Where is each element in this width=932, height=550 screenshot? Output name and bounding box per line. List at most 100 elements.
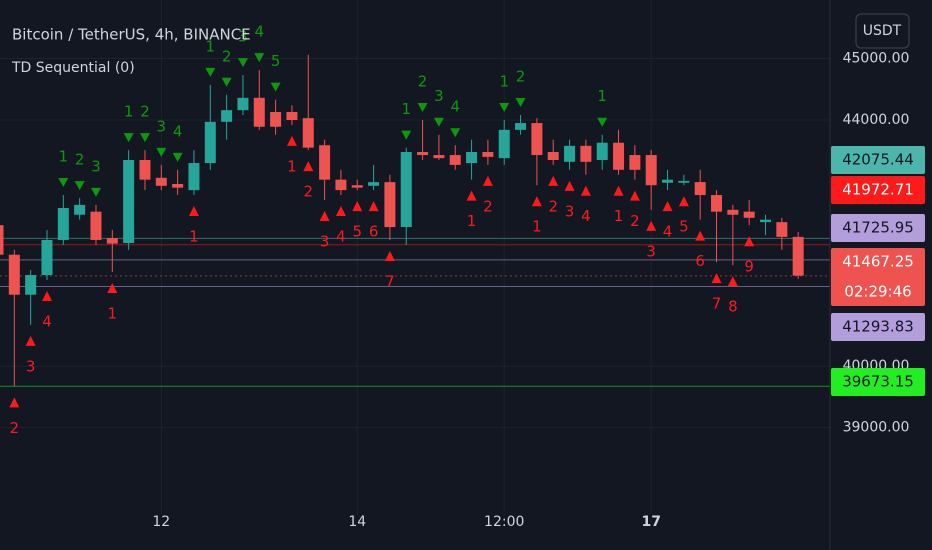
price-badge <box>831 146 925 174</box>
buy-count: 2 <box>630 212 640 230</box>
candle-body <box>253 97 265 127</box>
candle-body <box>629 155 641 170</box>
buy-count: 2 <box>10 419 20 437</box>
currency-label[interactable]: USDT <box>863 23 902 39</box>
candle-body <box>123 159 135 244</box>
x-tick-label: 14 <box>348 514 366 530</box>
buy-marker <box>678 196 689 207</box>
candle-body <box>482 151 494 157</box>
sell-count: 2 <box>222 47 232 65</box>
candle-body <box>335 179 347 191</box>
candle-body <box>106 238 118 244</box>
buy-marker <box>727 276 738 287</box>
candle-body <box>596 142 608 160</box>
candle-body <box>792 236 804 276</box>
sell-marker <box>172 152 183 162</box>
buy-marker <box>613 185 624 196</box>
buy-count: 2 <box>483 197 493 215</box>
buy-marker <box>580 185 591 196</box>
buy-marker <box>629 190 640 201</box>
buy-count: 2 <box>548 197 558 215</box>
buy-count: 5 <box>352 223 362 241</box>
price-badge-label: 42075.44 <box>842 151 914 169</box>
buy-count: 7 <box>385 272 395 290</box>
candle-body <box>351 185 363 188</box>
buy-count: 5 <box>679 218 689 236</box>
indicator-name: TD Sequential (0) <box>11 60 135 76</box>
buy-marker <box>531 196 542 207</box>
price-badge <box>831 214 925 242</box>
candle-body <box>645 155 657 186</box>
buy-count: 2 <box>303 183 313 201</box>
sell-marker <box>156 147 167 157</box>
candle-body <box>155 177 167 186</box>
buy-marker <box>25 335 36 346</box>
candle-body <box>0 225 4 255</box>
buy-marker <box>744 236 755 247</box>
candle-body <box>678 180 690 183</box>
candle-body <box>743 211 755 218</box>
buy-count: 1 <box>189 228 199 246</box>
grid <box>0 0 830 515</box>
buy-marker <box>303 161 314 172</box>
x-tick-label: 17 <box>641 514 660 530</box>
price-badge-label: 39673.15 <box>842 373 914 391</box>
candle-body <box>172 183 184 188</box>
x-tick-label: 12:00 <box>484 514 524 530</box>
candle-body <box>727 209 739 215</box>
sell-marker <box>401 130 412 140</box>
candle-body <box>466 151 478 164</box>
sell-count: 1 <box>124 103 134 121</box>
sell-marker <box>433 117 444 127</box>
candle-body <box>139 159 151 180</box>
candle-body <box>449 155 461 165</box>
sell-marker <box>515 98 526 108</box>
sell-count: 2 <box>75 151 85 169</box>
sell-marker <box>270 82 281 92</box>
candle-body <box>302 118 314 148</box>
sell-count: 4 <box>450 98 460 116</box>
candle-body <box>41 239 53 276</box>
candle-body <box>694 182 706 196</box>
buy-count: 4 <box>581 207 591 225</box>
currency-button[interactable] <box>855 13 910 49</box>
sell-count: 2 <box>140 103 150 121</box>
buy-marker <box>368 201 379 212</box>
buy-count: 6 <box>369 223 379 241</box>
buy-marker <box>695 230 706 241</box>
candle-body <box>760 219 772 223</box>
buy-marker <box>384 250 395 261</box>
buy-count: 1 <box>287 157 297 175</box>
price-badge <box>831 313 925 341</box>
buy-marker <box>107 282 118 293</box>
candle-body <box>400 151 412 228</box>
buy-count: 3 <box>320 232 330 250</box>
sell-marker <box>417 102 428 112</box>
buy-count: 4 <box>663 223 673 241</box>
candle-body <box>57 207 69 240</box>
buy-marker <box>188 206 199 217</box>
sell-count: 3 <box>434 87 444 105</box>
sell-marker <box>597 117 608 127</box>
sell-marker <box>139 133 150 143</box>
sell-marker <box>221 77 232 87</box>
candle-body <box>25 275 37 295</box>
candle-body <box>547 151 559 160</box>
price-badge <box>831 368 925 396</box>
sell-marker <box>123 133 134 143</box>
price-badge-label: 41467.25 <box>842 253 914 271</box>
candle-body <box>319 145 331 180</box>
buy-count: 3 <box>646 242 656 260</box>
sell-count: 1 <box>499 72 509 90</box>
candle-body <box>776 222 788 237</box>
buy-count: 1 <box>108 304 118 322</box>
buy-count: 8 <box>728 298 738 316</box>
buy-marker <box>564 180 575 191</box>
buy-count: 4 <box>42 312 52 330</box>
candle-body <box>221 110 233 122</box>
sell-marker <box>58 178 69 188</box>
candle-body <box>515 123 527 130</box>
